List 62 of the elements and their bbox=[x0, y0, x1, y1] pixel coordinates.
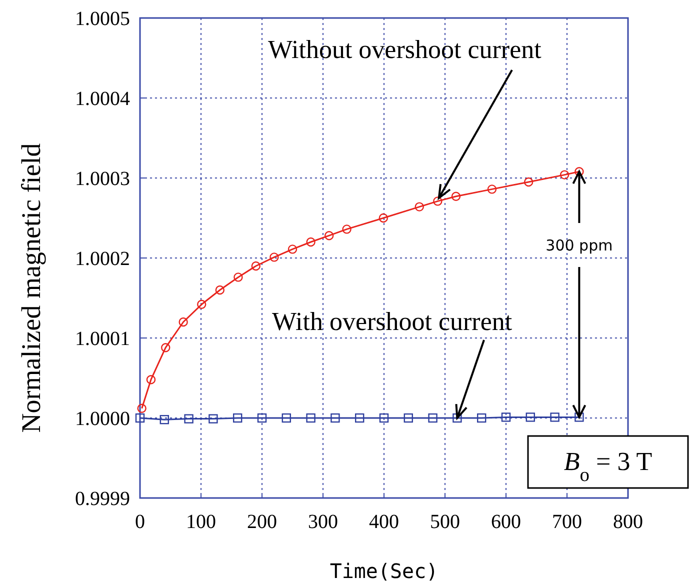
x-tick-label: 600 bbox=[491, 511, 521, 533]
point bbox=[197, 300, 206, 309]
point bbox=[526, 412, 535, 422]
point bbox=[574, 412, 584, 422]
point bbox=[330, 413, 340, 423]
x-tick-label: 200 bbox=[247, 511, 277, 533]
point bbox=[161, 343, 170, 352]
point bbox=[324, 231, 334, 240]
point bbox=[282, 413, 291, 423]
point bbox=[184, 414, 194, 424]
point bbox=[414, 202, 424, 212]
point bbox=[452, 413, 462, 423]
point bbox=[270, 252, 279, 262]
point bbox=[451, 192, 461, 201]
annotation: 300 ppm bbox=[546, 236, 613, 254]
point bbox=[233, 413, 242, 423]
y-tick-label: 1.0005 bbox=[75, 8, 130, 30]
y-tick-label: 1.0003 bbox=[75, 168, 130, 190]
point bbox=[379, 413, 389, 423]
point bbox=[501, 412, 511, 422]
point bbox=[378, 213, 388, 223]
point bbox=[574, 167, 584, 176]
point bbox=[306, 237, 316, 247]
x-tick-label: 400 bbox=[369, 511, 399, 533]
annotation: B$_{o}$ = 3 T bbox=[564, 447, 652, 486]
point bbox=[433, 196, 442, 206]
point bbox=[215, 285, 225, 295]
point bbox=[208, 414, 218, 424]
x-tick-label: 0 bbox=[135, 511, 145, 533]
point bbox=[135, 413, 145, 423]
y-axis-title: Normalized magnetic field bbox=[16, 142, 46, 433]
point bbox=[404, 413, 413, 423]
point bbox=[251, 261, 260, 271]
x-tick-label: 300 bbox=[308, 511, 338, 533]
x-tick-label: 800 bbox=[613, 511, 643, 533]
point bbox=[257, 413, 267, 423]
point bbox=[288, 244, 298, 254]
y-tick-label: 1.0004 bbox=[75, 88, 130, 110]
point bbox=[524, 177, 534, 187]
point bbox=[560, 170, 570, 180]
point bbox=[342, 224, 352, 234]
y-tick-label: 1.0001 bbox=[75, 328, 130, 350]
y-tick-label: 1.0002 bbox=[75, 248, 130, 270]
x-axis-title: Time(Sec) bbox=[330, 559, 438, 583]
point bbox=[428, 413, 438, 423]
point bbox=[487, 184, 497, 194]
point bbox=[160, 415, 169, 424]
y-tick-label: 0.9999 bbox=[75, 488, 130, 510]
x-tick-label: 500 bbox=[430, 511, 460, 533]
annotation: Without overshoot current bbox=[268, 35, 542, 64]
point bbox=[178, 317, 188, 327]
point bbox=[234, 272, 243, 282]
annotation: With overshoot current bbox=[272, 307, 513, 336]
point bbox=[550, 412, 560, 422]
point bbox=[355, 413, 364, 423]
point bbox=[477, 413, 486, 423]
point bbox=[306, 413, 316, 423]
point bbox=[146, 375, 156, 384]
point bbox=[137, 404, 146, 413]
y-tick-label: 1.0000 bbox=[75, 408, 130, 430]
x-tick-label: 700 bbox=[552, 511, 582, 533]
x-tick-label: 100 bbox=[186, 511, 216, 533]
